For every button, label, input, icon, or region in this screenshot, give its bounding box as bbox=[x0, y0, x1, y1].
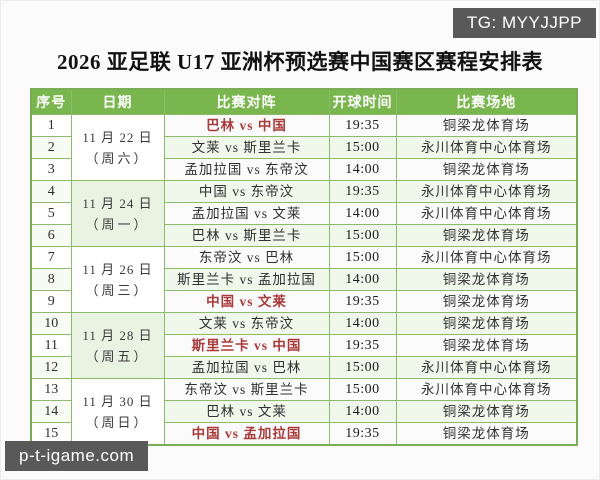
watermark-telegram-badge: TG: MYYJJPP bbox=[452, 8, 596, 38]
cell-kickoff-time: 14:00 bbox=[328, 202, 397, 225]
date-line: 11 月 24 日 bbox=[82, 195, 153, 211]
table-row: 7 11 月 26 日 （周三） 东帝汶 vs 巴林 15:00 永川体育中心体育场 bbox=[30, 246, 578, 313]
cell-match-number: 12 bbox=[30, 356, 72, 379]
cell-venue: 永川体育中心体育场 bbox=[395, 136, 578, 159]
cell-match: 东帝汶 vs 斯里兰卡 bbox=[163, 378, 330, 401]
cell-kickoff-time: 14:00 bbox=[328, 400, 397, 423]
cell-match: 巴林 vs 文莱 bbox=[163, 400, 330, 423]
page-title: 2026 亚足联 U17 亚洲杯预选赛中国赛区赛程安排表 bbox=[57, 50, 543, 74]
cell-match-number: 3 bbox=[30, 158, 72, 181]
table-row: 15 中国 vs 孟加拉国 19:35 铜梁龙体育场 bbox=[30, 422, 578, 446]
cell-venue: 永川体育中心体育场 bbox=[395, 356, 578, 379]
cell-venue: 铜梁龙体育场 bbox=[395, 312, 578, 335]
cell-venue: 永川体育中心体育场 bbox=[395, 246, 578, 269]
table-row: 1 11 月 22 日（周六） 巴林 vs 中国 19:35 铜梁龙体育场 bbox=[30, 114, 578, 181]
cell-match: 东帝汶 vs 巴林 bbox=[163, 246, 330, 269]
cell-date: 11 月 22 日 （周六） bbox=[70, 114, 165, 181]
date-line: 11 月 22 日 bbox=[82, 129, 153, 145]
cell-match: 孟加拉国 vs 东帝汶 bbox=[163, 158, 330, 181]
cell-date: 11 月 30 日 （周日） bbox=[70, 378, 165, 446]
cell-match-number: 10 bbox=[30, 312, 72, 335]
table-row: 10 11 月 28 日 （周五） 文莱 vs 东帝汶 14:00 铜梁龙体育场 bbox=[30, 312, 578, 379]
header-cell-3: 开球时间 bbox=[328, 88, 397, 115]
cell-venue: 铜梁龙体育场 bbox=[395, 158, 578, 181]
weekday-line: （周日） bbox=[85, 414, 150, 430]
table-row: 13 11 月 30 日 （周日） 东帝汶 vs 斯里兰卡 15:00 永川体育中心体育场 bbox=[30, 378, 578, 446]
cell-match-number: 1 bbox=[30, 114, 72, 137]
watermark-site-badge: p-t-igame.com bbox=[5, 441, 149, 471]
table-row: 14 巴林 vs 文莱 14:00 铜梁龙体育场 bbox=[30, 400, 578, 423]
weekday-line: （周一） bbox=[85, 216, 150, 232]
table-header-row: 序号 日期 比赛对阵 开球时间 比赛场地 bbox=[30, 88, 578, 115]
cell-match-china-highlight: 斯里兰卡 vs 中国 bbox=[163, 334, 330, 357]
cell-match-number: 5 bbox=[30, 202, 72, 225]
table-row: 9 中国 vs 文莱 19:35 铜梁龙体育场 bbox=[30, 290, 578, 313]
cell-kickoff-time: 14:00 bbox=[328, 268, 397, 291]
date-line: 11 月 26 日 bbox=[82, 261, 153, 277]
date-line: 11 月 30 日 bbox=[82, 393, 153, 409]
cell-match: 孟加拉国 vs 文莱 bbox=[163, 202, 330, 225]
cell-match-china-highlight: 中国 vs 文莱 bbox=[163, 290, 330, 313]
header-cell-4: 比赛场地 bbox=[395, 88, 578, 115]
cell-date: 11 月 28 日 （周五） bbox=[70, 312, 165, 379]
cell-match-number: 14 bbox=[30, 400, 72, 423]
cell-match-number: 4 bbox=[30, 180, 72, 203]
weekday-line: （周五） bbox=[85, 348, 150, 364]
cell-match-number: 13 bbox=[30, 378, 72, 401]
cell-match-number: 6 bbox=[30, 224, 72, 247]
table-row: 2 文莱 vs 斯里兰卡 15:00 永川体育中心体育场 bbox=[30, 136, 578, 159]
cell-kickoff-time: 15:00 bbox=[328, 356, 397, 379]
cell-venue: 永川体育中心体育场 bbox=[395, 378, 578, 401]
cell-kickoff-time: 19:35 bbox=[328, 180, 397, 203]
cell-venue: 铜梁龙体育场 bbox=[395, 224, 578, 247]
cell-venue: 铜梁龙体育场 bbox=[395, 334, 578, 357]
date-line: 11 月 28 日 bbox=[82, 327, 153, 343]
cell-kickoff-time: 14:00 bbox=[328, 312, 397, 335]
cell-venue: 铜梁龙体育场 bbox=[395, 268, 578, 291]
cell-venue: 永川体育中心体育场 bbox=[395, 180, 578, 203]
table-row: 3 孟加拉国 vs 东帝汶 14:00 铜梁龙体育场 bbox=[30, 158, 578, 181]
cell-kickoff-time: 19:35 bbox=[328, 334, 397, 357]
cell-kickoff-time: 15:00 bbox=[328, 246, 397, 269]
weekday-line: （周六） bbox=[85, 150, 150, 166]
header-cell-0: 序号 bbox=[30, 88, 72, 115]
cell-match: 文莱 vs 斯里兰卡 bbox=[163, 136, 330, 159]
cell-match-number: 7 bbox=[30, 246, 72, 269]
cell-kickoff-time: 15:00 bbox=[328, 378, 397, 401]
cell-match: 文莱 vs 东帝汶 bbox=[163, 312, 330, 335]
table-row: 12 孟加拉国 vs 巴林 15:00 永川体育中心体育场 bbox=[30, 356, 578, 379]
cell-match: 斯里兰卡 vs 孟加拉国 bbox=[163, 268, 330, 291]
cell-kickoff-time: 15:00 bbox=[328, 224, 397, 247]
cell-match-number: 2 bbox=[30, 136, 72, 159]
cell-date: 11 月 24 日 （周一） bbox=[70, 180, 165, 247]
cell-venue: 铜梁龙体育场 bbox=[395, 290, 578, 313]
cell-match: 中国 vs 东帝汶 bbox=[163, 180, 330, 203]
cell-kickoff-time: 19:35 bbox=[328, 114, 397, 137]
schedule-table: 序号 日期 比赛对阵 开球时间 比赛场地 1 11 月 22 日（周六） 巴林 vs 中国 1… bbox=[30, 88, 578, 446]
cell-date: 11 月 26 日 （周三） bbox=[70, 246, 165, 313]
cell-match-number: 15 bbox=[30, 422, 72, 446]
cell-match-number: 9 bbox=[30, 290, 72, 313]
table-row: 4 11 月 24 日 （周一） 中国 vs 东帝汶 19:35 永川体育中心体育场 bbox=[30, 180, 578, 247]
cell-match-china-highlight: 巴林 vs 中国 bbox=[163, 114, 330, 137]
cell-kickoff-time: 15:00 bbox=[328, 136, 397, 159]
weekday-line: （周三） bbox=[85, 282, 150, 298]
cell-match-china-highlight: 中国 vs 孟加拉国 bbox=[163, 422, 330, 446]
cell-match: 孟加拉国 vs 巴林 bbox=[163, 356, 330, 379]
cell-kickoff-time: 19:35 bbox=[328, 290, 397, 313]
cell-venue: 铜梁龙体育场 bbox=[395, 422, 578, 446]
cell-kickoff-time: 19:35 bbox=[328, 422, 397, 446]
cell-venue: 永川体育中心体育场 bbox=[395, 202, 578, 225]
cell-venue: 铜梁龙体育场 bbox=[395, 400, 578, 423]
header-cell-2: 比赛对阵 bbox=[163, 88, 330, 115]
cell-match: 巴林 vs 斯里兰卡 bbox=[163, 224, 330, 247]
cell-match-number: 8 bbox=[30, 268, 72, 291]
cell-venue: 铜梁龙体育场 bbox=[395, 114, 578, 137]
cell-match-number: 11 bbox=[30, 334, 72, 357]
header-cell-1: 日期 bbox=[70, 88, 165, 115]
cell-kickoff-time: 14:00 bbox=[328, 158, 397, 181]
